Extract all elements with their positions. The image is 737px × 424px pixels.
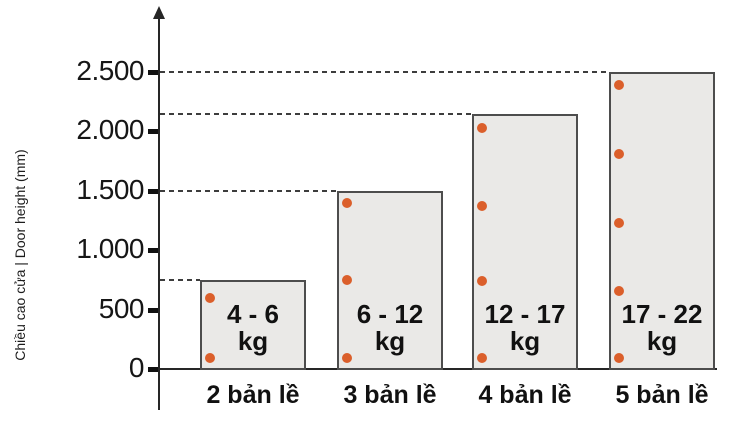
weight-range-text: 12 - 17 (484, 299, 566, 329)
guide-line (160, 278, 200, 281)
y-tick (148, 129, 158, 135)
hinge-dot (342, 197, 352, 208)
hinge-dot (205, 353, 215, 364)
weight-unit-text: kg (646, 326, 678, 356)
weight-range-text: 4 - 6 (226, 299, 280, 329)
weight-unit-text: kg (374, 326, 406, 356)
x-category-label: 4 bản lề (478, 381, 572, 409)
bar (200, 279, 306, 370)
bar (337, 190, 443, 370)
y-tick-label: 1.500 (76, 173, 144, 205)
hinge-dot (342, 353, 352, 364)
x-category-label: 3 bản lề (343, 381, 437, 409)
y-tick (148, 188, 158, 194)
weight-unit-text: kg (237, 326, 269, 356)
y-axis-arrow-icon (153, 6, 165, 19)
y-axis-line (158, 16, 160, 410)
weight-label: 17 - 22 kg (609, 301, 715, 355)
y-tick-label: 500 (98, 292, 145, 324)
hinge-dot (614, 353, 624, 364)
y-tick-label: 2.500 (76, 55, 144, 86)
hinge-dot (614, 148, 624, 159)
x-category-label: 2 bản lề (206, 381, 300, 409)
guide-line (160, 112, 472, 115)
guide-line (160, 71, 609, 73)
bar (472, 113, 578, 370)
y-tick-label: 0 (128, 352, 145, 383)
weight-label: 4 - 6 kg (200, 301, 306, 355)
weight-label: 6 - 12 kg (337, 301, 443, 355)
weight-range-text: 6 - 12 (356, 299, 424, 329)
y-tick (148, 248, 158, 254)
weight-label: 12 - 17 kg (472, 301, 578, 355)
hinge-dot (477, 122, 487, 133)
hinge-dot (614, 80, 624, 91)
hinge-dot (614, 217, 624, 228)
y-tick-label: 2.000 (76, 114, 144, 146)
bar (609, 72, 715, 370)
hinge-dot (342, 274, 352, 285)
y-tick (148, 70, 158, 75)
y-tick (148, 367, 158, 372)
y-tick-label: 1.000 (76, 233, 144, 265)
hinge-dot (205, 292, 215, 303)
x-category-label: 5 bản lề (615, 381, 709, 409)
hinge-dot (477, 276, 487, 287)
y-axis-title: Chiều cao cửa | Door height (mm) (12, 149, 28, 361)
weight-range-text: 17 - 22 (621, 299, 703, 329)
y-tick (148, 307, 158, 313)
hinge-dot (477, 201, 487, 212)
hinge-dot (614, 285, 624, 296)
hinge-dot (477, 353, 487, 364)
weight-unit-text: kg (509, 326, 541, 356)
guide-line (160, 189, 337, 192)
